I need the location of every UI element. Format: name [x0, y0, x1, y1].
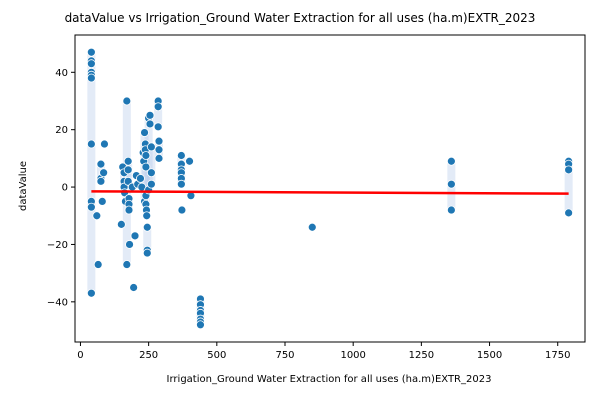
data-point	[142, 248, 152, 258]
data-point	[446, 179, 456, 189]
data-point	[99, 168, 109, 178]
data-point	[185, 156, 194, 166]
data-point	[142, 211, 152, 221]
trend-layer	[91, 190, 569, 195]
data-point	[176, 151, 186, 160]
data-point	[142, 222, 152, 232]
data-point	[446, 156, 456, 166]
data-point	[136, 174, 145, 183]
data-point	[122, 96, 132, 106]
data-point	[92, 211, 102, 221]
data-point	[130, 231, 140, 241]
spread-band	[87, 50, 96, 296]
y-tick-label: −40	[47, 297, 68, 308]
data-point	[141, 162, 151, 172]
x-tick-label: 1250	[409, 350, 434, 361]
x-tick-label: 1000	[340, 350, 365, 361]
data-point	[146, 168, 156, 178]
x-axis-label: Irrigation_Ground Water Extraction for a…	[167, 374, 492, 385]
x-axis-ticks: 0 250 500 750 1000 1250 1500 1750	[77, 342, 570, 361]
data-point	[93, 260, 103, 269]
y-tick-label: −20	[47, 240, 68, 251]
data-point	[86, 202, 96, 212]
data-point	[176, 179, 186, 189]
data-point	[116, 219, 126, 229]
data-point	[86, 139, 96, 149]
data-point	[100, 139, 109, 149]
data-point	[86, 59, 96, 69]
data-point	[140, 128, 149, 137]
y-tick-label: 0	[62, 183, 68, 194]
x-tick-label: 750	[275, 350, 294, 361]
data-point	[307, 222, 317, 232]
data-point	[125, 240, 134, 249]
data-point	[564, 208, 574, 218]
data-point	[96, 176, 106, 186]
plot-frame	[74, 34, 586, 343]
data-point	[154, 145, 164, 155]
x-tick-label: 250	[139, 350, 158, 361]
x-tick-label: 0	[77, 350, 83, 361]
data-point	[141, 151, 151, 160]
data-point	[153, 122, 163, 132]
data-point	[145, 119, 155, 129]
data-point	[86, 288, 96, 298]
data-point	[122, 260, 132, 269]
y-axis-ticks: −40 −20 0 20 40	[47, 68, 75, 308]
data-point	[146, 179, 156, 189]
data-point	[145, 110, 155, 120]
x-tick-label: 500	[207, 350, 226, 361]
data-point	[177, 205, 187, 215]
data-point	[123, 156, 133, 166]
data-point	[123, 165, 133, 175]
data-point	[86, 73, 96, 83]
y-tick-label: 20	[55, 125, 68, 136]
chart-title: dataValue vs Irrigation_Ground Water Ext…	[65, 11, 536, 25]
data-point	[97, 197, 107, 206]
data-point	[124, 205, 134, 215]
data-point	[129, 283, 139, 292]
data-point	[153, 102, 163, 112]
data-point	[146, 142, 156, 152]
x-tick-label: 1750	[545, 350, 570, 361]
regression-line	[91, 190, 569, 195]
x-tick-label: 1500	[477, 350, 502, 361]
data-point	[564, 165, 574, 175]
data-point	[86, 47, 96, 57]
data-point	[154, 136, 164, 146]
data-point	[154, 153, 164, 163]
y-axis-label: dataValue	[18, 161, 29, 211]
data-point	[196, 320, 205, 330]
data-point	[446, 205, 456, 215]
data-point	[96, 159, 106, 169]
points-layer	[86, 47, 574, 330]
y-tick-label: 40	[55, 68, 68, 79]
